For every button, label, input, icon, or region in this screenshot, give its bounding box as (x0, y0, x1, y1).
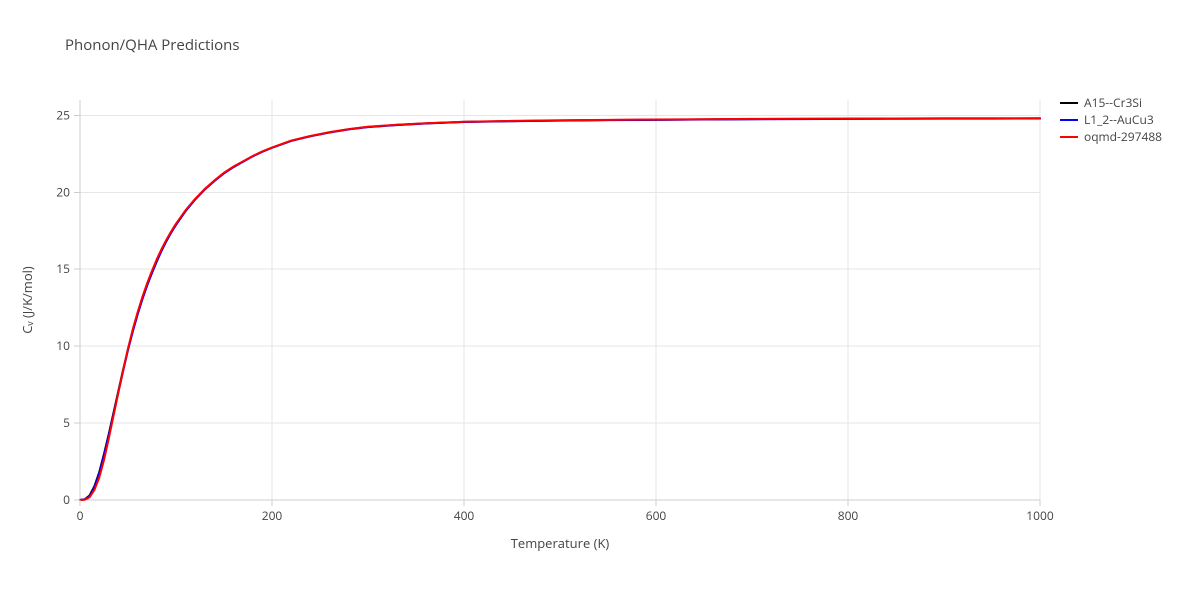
x-tick-label: 800 (838, 507, 859, 524)
x-axis-title: Temperature (K) (511, 534, 610, 552)
y-axis-label: Cᵥ (J/K/mol) (18, 266, 36, 334)
y-ticks: 0 5 10 15 20 25 (56, 106, 80, 508)
chart-title: Phonon/QHA Predictions (65, 35, 240, 55)
x-axis-label: Temperature (K) (511, 534, 610, 552)
legend-label-0: A15--Cr3Si (1084, 94, 1142, 111)
legend-label-2: oqmd-297488 (1084, 128, 1162, 145)
y-tick-label: 15 (56, 260, 70, 277)
x-tick-label: 0 (77, 507, 84, 524)
x-tick-label: 200 (262, 507, 283, 524)
y-tick-label: 10 (56, 337, 70, 354)
grid (80, 100, 1040, 500)
x-tick-label: 400 (454, 507, 475, 524)
x-tick-label: 1000 (1026, 507, 1054, 524)
series-line-2 (80, 118, 1040, 500)
y-tick-label: 20 (56, 183, 70, 200)
x-tick-label: 600 (646, 507, 667, 524)
series-line-1 (80, 118, 1040, 500)
axes (80, 100, 1040, 500)
line-chart: 0 200 400 600 800 1000 0 5 10 15 20 25 Temperature… (0, 0, 1200, 600)
series-line-0 (80, 118, 1040, 500)
y-axis-title: Cᵥ (J/K/mol) (18, 266, 36, 334)
y-tick-label: 25 (56, 106, 70, 123)
legend-label-1: L1_2--AuCu3 (1084, 111, 1154, 128)
legend: A15--Cr3SiL1_2--AuCu3oqmd-297488 (1060, 94, 1162, 145)
y-tick-label: 5 (63, 414, 70, 431)
y-tick-label: 0 (63, 491, 70, 508)
x-ticks: 0 200 400 600 800 1000 (77, 500, 1054, 524)
series (80, 118, 1040, 500)
